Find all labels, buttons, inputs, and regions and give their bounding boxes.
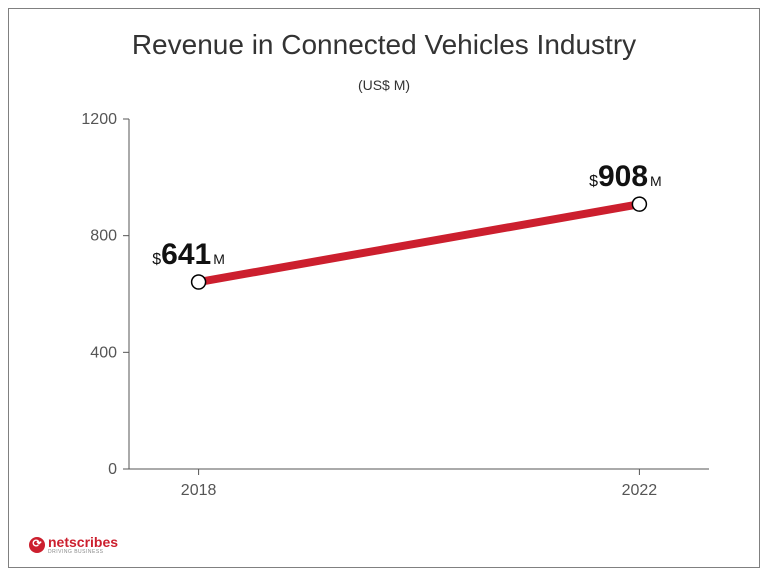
x-tick-label: 2018 bbox=[181, 482, 217, 499]
chart-subtitle: (US$ M) bbox=[9, 77, 759, 93]
y-tick-label: 800 bbox=[90, 228, 117, 245]
y-tick-label: 1200 bbox=[81, 111, 117, 128]
data-marker bbox=[192, 275, 206, 289]
data-marker bbox=[632, 197, 646, 211]
data-label: $908M bbox=[589, 160, 662, 193]
chart-frame: Revenue in Connected Vehicles Industry (… bbox=[8, 8, 760, 568]
x-tick-label: 2022 bbox=[622, 482, 658, 499]
y-tick-label: 400 bbox=[90, 344, 117, 361]
line-chart: 0 400 800 1200 2018 2022 $641M $908M bbox=[69, 109, 729, 509]
logo-mark-icon: ⟳ bbox=[29, 537, 45, 553]
brand-logo: ⟳ netscribes DRIVING BUSINESS bbox=[29, 534, 118, 555]
y-tick-label: 0 bbox=[108, 461, 117, 478]
logo-text: netscribes bbox=[48, 534, 118, 550]
chart-title: Revenue in Connected Vehicles Industry bbox=[9, 29, 759, 61]
data-label: $641M bbox=[152, 238, 225, 271]
series-line bbox=[199, 204, 640, 282]
logo-tagline: DRIVING BUSINESS bbox=[48, 550, 118, 555]
